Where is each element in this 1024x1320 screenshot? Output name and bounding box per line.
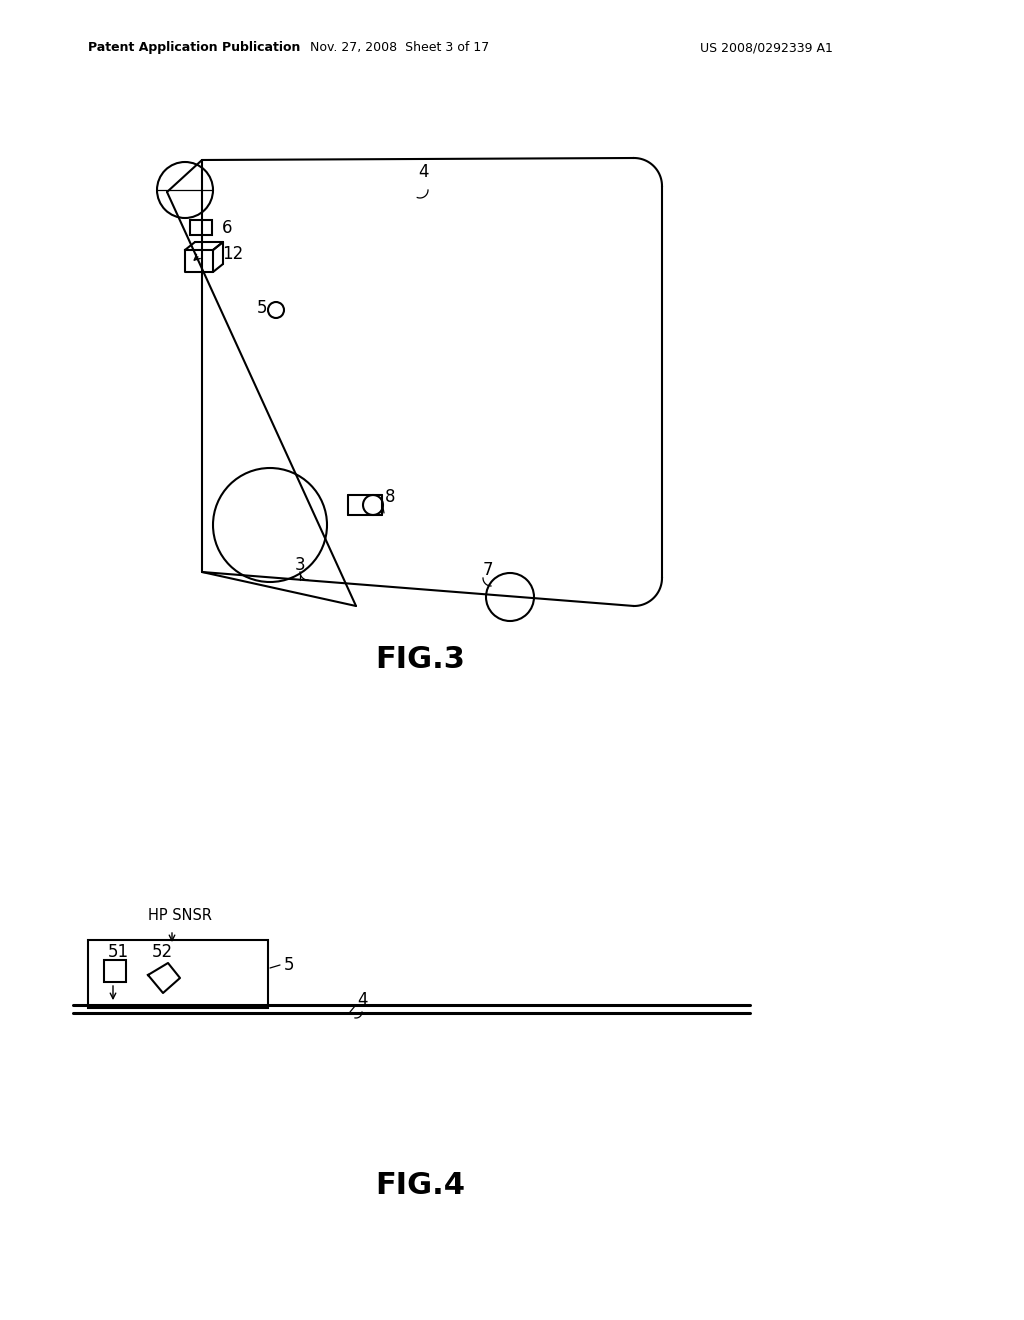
Text: 52: 52	[152, 942, 173, 961]
Text: FIG.3: FIG.3	[375, 645, 465, 675]
Bar	[104, 960, 126, 982]
Text: 5: 5	[284, 956, 295, 974]
Bar	[88, 940, 268, 1008]
Text: 4: 4	[418, 162, 428, 181]
Text: 51: 51	[108, 942, 129, 961]
Text: FIG.4: FIG.4	[375, 1171, 465, 1200]
Text: 12: 12	[222, 246, 244, 263]
Text: Nov. 27, 2008  Sheet 3 of 17: Nov. 27, 2008 Sheet 3 of 17	[310, 41, 489, 54]
Text: HP SNSR: HP SNSR	[148, 908, 212, 923]
Text: US 2008/0292339 A1: US 2008/0292339 A1	[700, 41, 833, 54]
Text: 5: 5	[257, 300, 267, 317]
Bar	[190, 220, 212, 235]
Text: Patent Application Publication: Patent Application Publication	[88, 41, 300, 54]
Text: 7: 7	[483, 561, 494, 579]
Text: 6: 6	[222, 219, 232, 238]
Text: 4: 4	[357, 991, 368, 1008]
Text: 3: 3	[295, 556, 305, 574]
Text: 8: 8	[385, 488, 395, 506]
